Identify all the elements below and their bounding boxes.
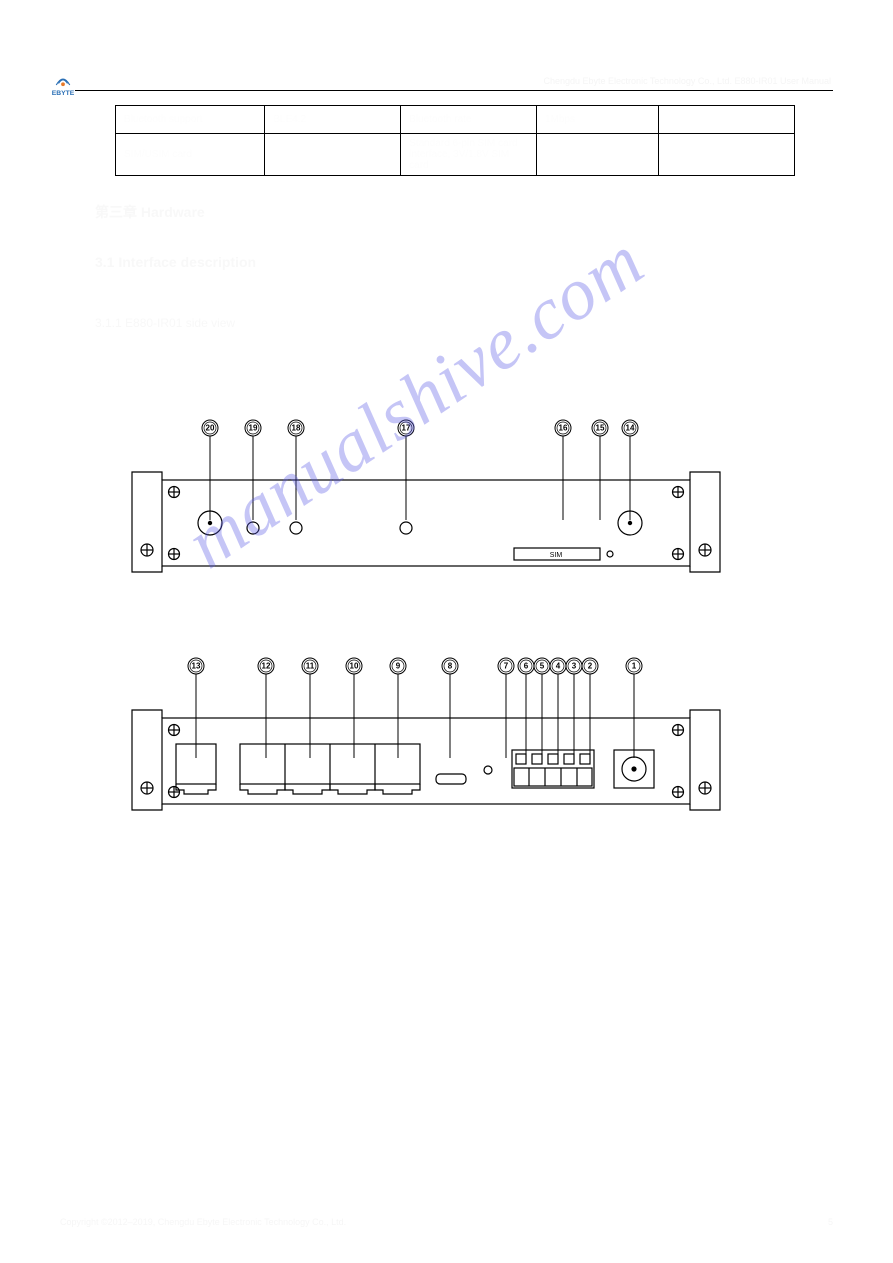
svg-text:1: 1 [632, 662, 637, 671]
cell: 1Mbps [536, 106, 658, 134]
svg-text:5: 5 [540, 662, 545, 671]
svg-text:16: 16 [559, 424, 568, 433]
sim-label: SIM [550, 552, 563, 559]
callout-1: 1 [626, 658, 642, 758]
callout-10: 10 [346, 658, 362, 758]
svg-text:11: 11 [306, 662, 315, 671]
callout-16: 16 [555, 420, 571, 520]
header-right-text: Chengdu Ebyte Electronic Technology Co.,… [544, 76, 832, 86]
svg-text:8: 8 [448, 662, 453, 671]
svg-text:3: 3 [572, 662, 577, 671]
chapter-heading: 第三章 Hardware [95, 202, 205, 222]
svg-text:6: 6 [524, 662, 529, 671]
page-footer: Copyright ©2012–2019, Chengdu Ebyte Elec… [60, 1217, 833, 1227]
callout-15: 15 [592, 420, 608, 520]
cell: BLE4.2 [265, 106, 401, 134]
cell [659, 106, 795, 134]
svg-text:14: 14 [626, 424, 635, 433]
svg-text:12: 12 [262, 662, 271, 671]
svg-text:2: 2 [588, 662, 593, 671]
svg-text:17: 17 [402, 424, 411, 433]
svg-text:13: 13 [192, 662, 201, 671]
callout-8: 8 [442, 658, 458, 758]
callout-5: 5 [534, 658, 550, 758]
svg-text:20: 20 [206, 424, 215, 433]
spec-table: Bluetooth support BLE4.2 Bluetooth rate … [115, 105, 795, 176]
table-row: Bluetooth support BLE4.2 Bluetooth rate … [116, 106, 795, 134]
subsection-heading: 3.1.1 E880-IR01 side view [95, 316, 235, 330]
cell: SIM/USIM card [116, 134, 265, 176]
callout-14: 14 [622, 420, 638, 520]
svg-text:7: 7 [504, 662, 509, 671]
callout-13: 13 [188, 658, 204, 758]
callout-3: 3 [566, 658, 582, 758]
callout-18: 18 [288, 420, 304, 520]
callout-19: 19 [245, 420, 261, 520]
callout-17: 17 [398, 420, 414, 520]
svg-text:19: 19 [249, 424, 258, 433]
callout-20: 20 [202, 420, 218, 520]
cell [536, 134, 658, 176]
cell [659, 134, 795, 176]
svg-text:EBYTE: EBYTE [52, 90, 75, 97]
section-heading: 3.1 Interface description [95, 254, 256, 270]
callout-7: 7 [498, 658, 514, 758]
device-bottom-diagram: 13 12 11 10 9 8 7 6 5 4 3 2 1 [118, 640, 758, 840]
svg-text:4: 4 [556, 662, 561, 671]
footer-copyright: Copyright ©2012–2019, Chengdu Ebyte Elec… [60, 1217, 346, 1227]
cell: Standard 6-pin SIM card interface, 3V/1.… [401, 134, 537, 176]
callout-12: 12 [258, 658, 274, 758]
callout-2: 2 [582, 658, 598, 758]
svg-text:10: 10 [350, 662, 359, 671]
brand-logo: EBYTE [45, 72, 81, 98]
footer-page-number: 5 [828, 1217, 833, 1227]
callout-6: 6 [518, 658, 534, 758]
ebyte-antenna-icon: EBYTE [45, 72, 81, 98]
callout-4: 4 [550, 658, 566, 758]
header-rule [75, 90, 833, 91]
device-top-diagram: 20 19 18 17 16 15 14 SIM [118, 400, 758, 600]
callout-9: 9 [390, 658, 406, 758]
callout-11: 11 [302, 658, 318, 758]
cell: Bluetooth support [116, 106, 265, 134]
cell: Bluetooth rate [401, 106, 537, 134]
table-row: SIM/USIM card Standard 6-pin SIM card in… [116, 134, 795, 176]
cell [265, 134, 401, 176]
svg-text:15: 15 [596, 424, 605, 433]
svg-text:9: 9 [396, 662, 401, 671]
svg-text:18: 18 [292, 424, 301, 433]
